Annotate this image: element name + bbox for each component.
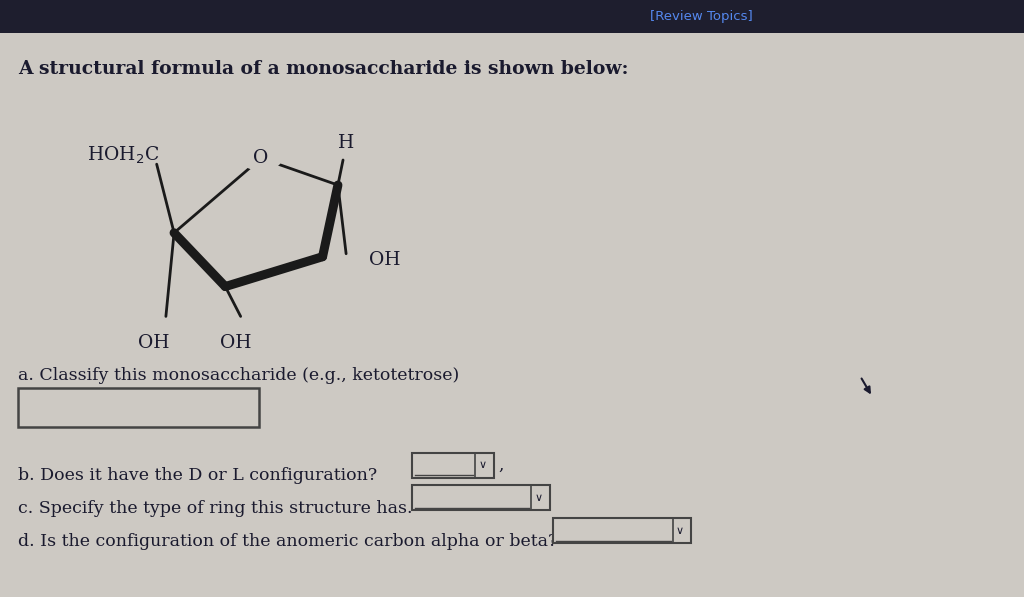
Text: OH: OH	[220, 334, 251, 352]
Text: O: O	[254, 149, 268, 167]
FancyBboxPatch shape	[553, 518, 691, 543]
Text: [Review Topics]: [Review Topics]	[650, 10, 753, 23]
Text: ∨: ∨	[676, 526, 684, 536]
Text: d. Is the configuration of the anomeric carbon alpha or beta?: d. Is the configuration of the anomeric …	[18, 533, 558, 549]
FancyBboxPatch shape	[18, 388, 259, 427]
Text: OH: OH	[369, 251, 400, 269]
Circle shape	[241, 146, 282, 170]
Text: ,: ,	[499, 457, 504, 473]
FancyBboxPatch shape	[412, 453, 494, 478]
Bar	[0, 0, 1024, 33]
Text: ∨: ∨	[535, 493, 543, 503]
Text: ∨: ∨	[478, 460, 486, 470]
Text: c. Specify the type of ring this structure has.: c. Specify the type of ring this structu…	[18, 500, 413, 516]
Text: OH: OH	[138, 334, 169, 352]
FancyBboxPatch shape	[412, 485, 550, 510]
Text: HOH$_2$C: HOH$_2$C	[87, 144, 160, 166]
Text: b. Does it have the D or L configuration?: b. Does it have the D or L configuration…	[18, 467, 378, 484]
Text: a. Classify this monosaccharide (e.g., ketotetrose): a. Classify this monosaccharide (e.g., k…	[18, 367, 460, 384]
Text: H: H	[338, 134, 354, 152]
Text: A structural formula of a monosaccharide is shown below:: A structural formula of a monosaccharide…	[18, 60, 629, 78]
